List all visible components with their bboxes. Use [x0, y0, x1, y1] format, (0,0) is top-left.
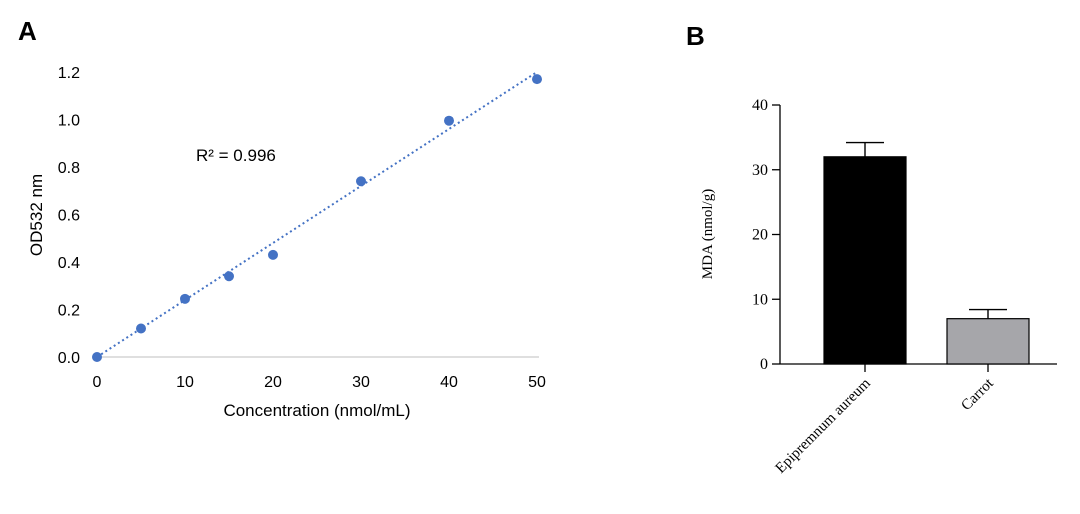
a-r-squared-annotation: R² = 0.996: [196, 146, 276, 165]
b-y-axis-label: MDA (nmol/g): [700, 189, 716, 279]
a-x-tick-label: 0: [93, 374, 102, 391]
a-y-tick-label: 0.0: [58, 350, 80, 367]
b-bar: [823, 156, 907, 365]
a-y-axis-label: OD532 nm: [27, 174, 46, 256]
b-y-tick-label: 20: [752, 227, 768, 244]
b-y-tick-label: 40: [752, 97, 768, 114]
a-data-point: [224, 271, 234, 282]
a-x-tick-label: 40: [440, 374, 458, 391]
panel-label-b: B: [686, 21, 705, 51]
panel-label-a: A: [18, 16, 37, 46]
a-data-point: [136, 323, 146, 334]
a-y-tick-label: 0.2: [58, 303, 80, 320]
a-data-point: [532, 74, 542, 85]
a-y-tick-label: 1.0: [58, 113, 80, 130]
b-category-label: Carrot: [958, 375, 997, 414]
a-data-point: [444, 115, 454, 126]
a-trendline: [96, 71, 538, 358]
b-bar: [946, 318, 1030, 365]
a-y-tick-label: 0.8: [58, 160, 80, 177]
a-x-axis-label: Concentration (nmol/mL): [223, 401, 410, 420]
a-x-tick-label: 20: [264, 374, 282, 391]
b-y-tick-label: 0: [760, 356, 768, 373]
a-x-tick-label: 10: [176, 374, 194, 391]
b-y-tick-label: 10: [752, 291, 768, 308]
a-data-point: [268, 249, 278, 260]
a-y-tick-label: 0.6: [58, 208, 80, 225]
a-y-tick-label: 0.4: [58, 255, 80, 272]
a-x-tick-label: 30: [352, 374, 370, 391]
a-y-tick-label: 1.2: [58, 65, 80, 82]
a-x-tick-label: 50: [528, 374, 546, 391]
b-category-label: Epipremnum aureum: [773, 375, 874, 476]
a-data-point: [356, 176, 366, 187]
b-y-tick-label: 30: [752, 162, 768, 179]
